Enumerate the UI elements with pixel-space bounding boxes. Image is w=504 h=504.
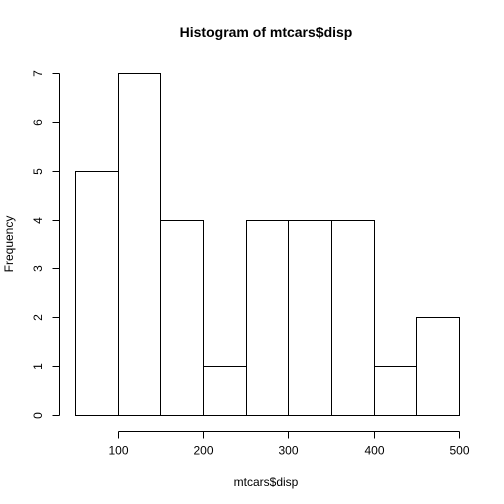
y-tick-label-2: 2 — [31, 314, 45, 321]
x-tick-label-4: 500 — [449, 444, 469, 458]
x-tick-label-2: 300 — [278, 444, 298, 458]
x-tick-label-1: 200 — [193, 444, 213, 458]
histogram-bar-8 — [416, 317, 460, 416]
y-tick-label-1: 1 — [31, 363, 45, 370]
x-axis-label: mtcars$disp — [234, 475, 299, 489]
chart-title: Histogram of mtcars$disp — [180, 24, 353, 40]
y-tick-label-4: 4 — [31, 217, 45, 224]
y-axis-label: Frequency — [2, 216, 16, 273]
histogram-bar-3 — [203, 366, 247, 416]
y-tick-label-3: 3 — [31, 265, 45, 272]
x-tick-label-3: 400 — [364, 444, 384, 458]
histogram-bar-0 — [75, 171, 119, 416]
bars-group — [75, 73, 460, 416]
y-tick-label-6: 6 — [31, 119, 45, 126]
histogram-bar-2 — [160, 220, 204, 416]
histogram-bar-6 — [331, 220, 375, 416]
histogram-bar-5 — [288, 220, 332, 416]
y-axis: 0 1 2 3 4 5 6 7 — [31, 70, 60, 419]
histogram-bar-7 — [374, 366, 417, 416]
y-tick-label-5: 5 — [31, 168, 45, 175]
y-tick-label-0: 0 — [31, 412, 45, 419]
histogram-bar-1 — [118, 73, 161, 416]
histogram-bar-4 — [246, 220, 289, 416]
x-axis: 100 200 300 400 500 — [108, 431, 470, 458]
x-tick-label-0: 100 — [108, 444, 128, 458]
y-tick-label-7: 7 — [31, 70, 45, 77]
